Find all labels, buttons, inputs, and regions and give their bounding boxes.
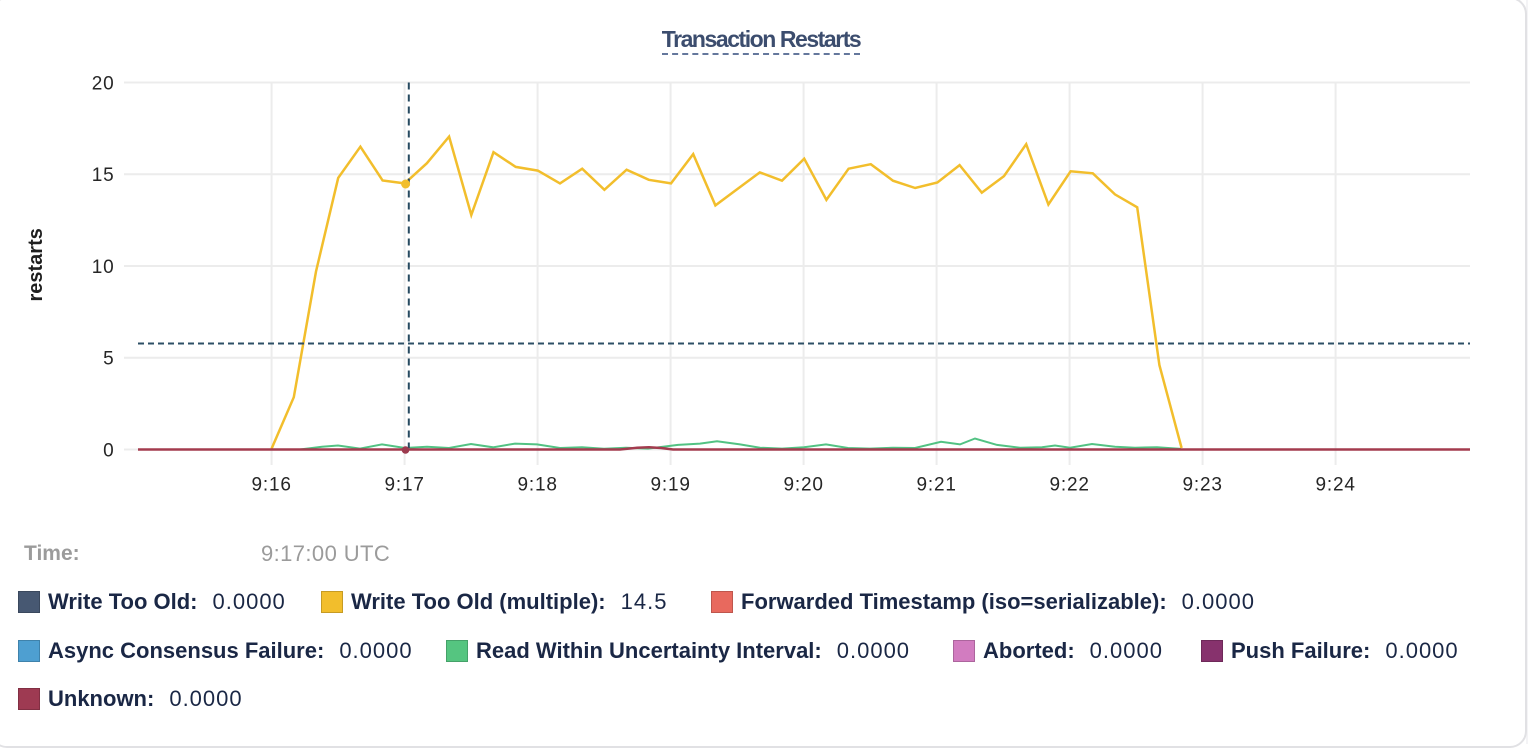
svg-text:9:18: 9:18 [518, 475, 558, 496]
svg-text:9:22: 9:22 [1050, 475, 1090, 496]
svg-text:20: 20 [92, 73, 115, 94]
svg-text:10: 10 [92, 257, 115, 278]
svg-text:9:17: 9:17 [385, 475, 425, 496]
svg-text:9:19: 9:19 [651, 475, 691, 496]
svg-text:0: 0 [103, 440, 114, 461]
svg-text:9:23: 9:23 [1183, 475, 1223, 496]
svg-text:9:20: 9:20 [784, 475, 824, 496]
svg-text:5: 5 [103, 349, 114, 370]
svg-text:restarts: restarts [25, 228, 47, 301]
svg-text:9:21: 9:21 [917, 475, 957, 496]
svg-text:9:24: 9:24 [1316, 475, 1356, 496]
svg-text:15: 15 [92, 165, 115, 186]
svg-text:9:16: 9:16 [252, 475, 292, 496]
